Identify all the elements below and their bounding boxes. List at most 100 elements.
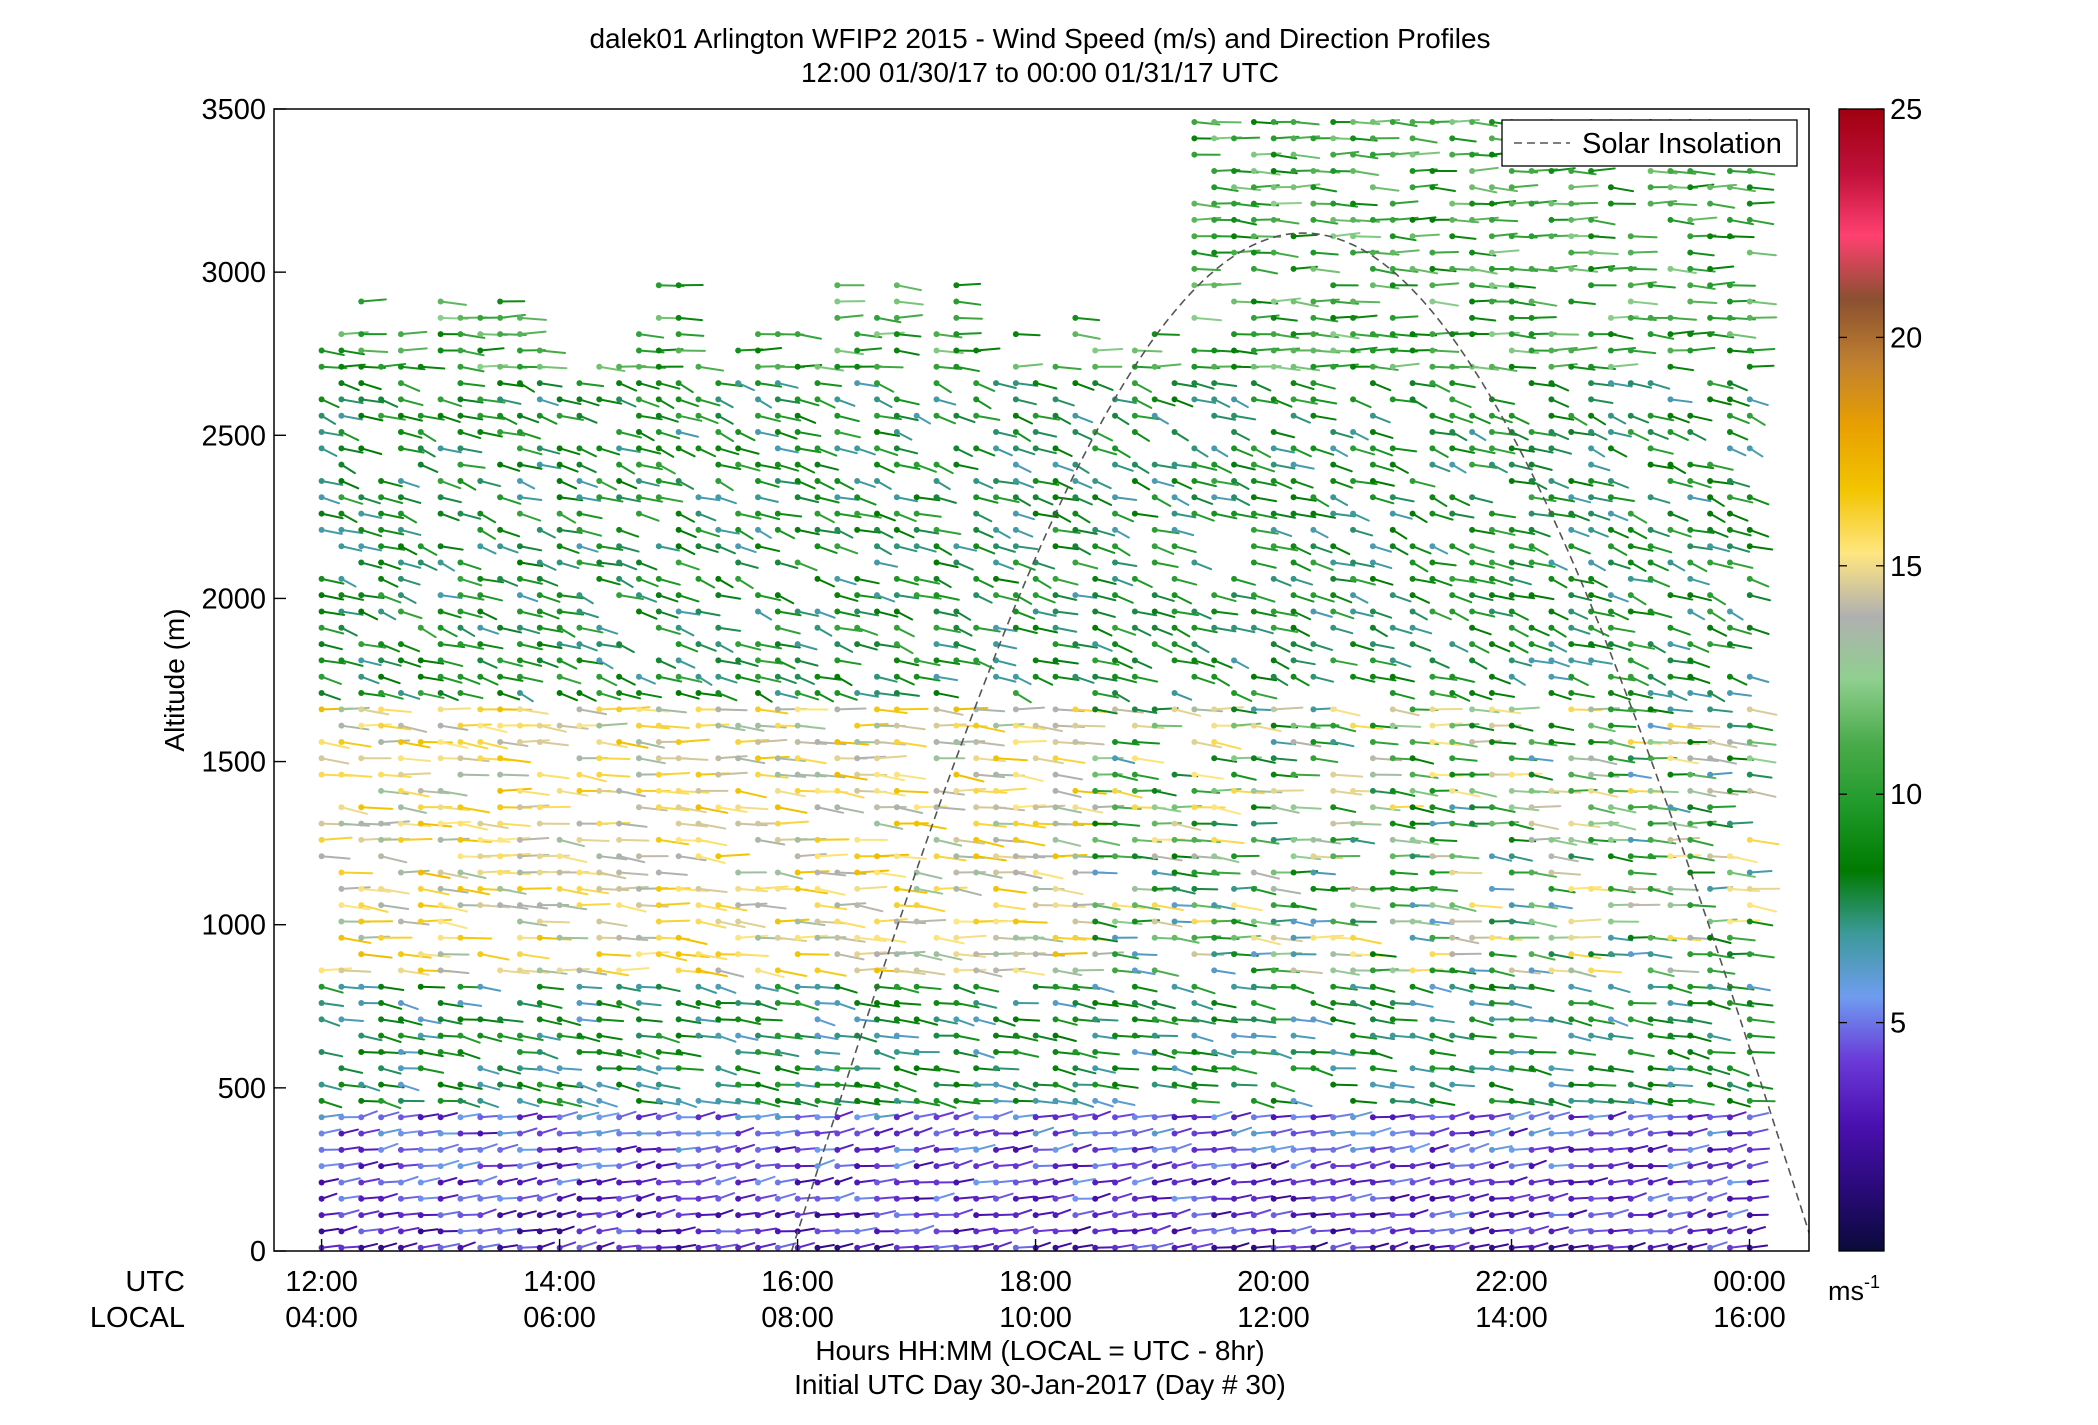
wind-barb-shaft	[340, 724, 370, 731]
wind-barb	[417, 1228, 439, 1235]
wind-barb-dot	[655, 445, 662, 452]
wind-barb-dot	[774, 1048, 781, 1055]
wind-barb-dot	[814, 771, 821, 778]
wind-barb-dot	[516, 494, 523, 501]
wind-barb-dot	[497, 902, 504, 909]
wind-barb-dot	[933, 885, 940, 892]
wind-barb-dot	[1052, 1146, 1059, 1153]
wind-barb-dot	[655, 836, 662, 843]
wind-barb-shaft	[459, 692, 484, 700]
wind-barb-dot	[536, 608, 543, 615]
wind-barb-dot	[516, 1195, 523, 1202]
wind-barb-dot	[655, 1048, 662, 1055]
wind-barb-dot	[874, 510, 881, 517]
wind-barb-dot	[1032, 429, 1039, 436]
wind-barb-shaft	[439, 871, 469, 879]
wind-barb-dot	[933, 1114, 940, 1121]
wind-barb-shaft	[439, 789, 468, 797]
wind-barb-dot	[556, 885, 563, 892]
wind-barb-dot	[397, 1065, 404, 1072]
wind-barb	[318, 1227, 340, 1235]
wind-barb-dot	[794, 787, 801, 794]
wind-barb-dot	[834, 869, 841, 876]
wind-barb-dot	[536, 347, 543, 354]
wind-barb-dot	[417, 1065, 424, 1072]
wind-barb-dot	[497, 526, 504, 533]
wind-barb-dot	[576, 722, 583, 729]
wind-barb-dot	[774, 1244, 781, 1251]
wind-barb-dot	[933, 1130, 940, 1137]
wind-barb-dot	[774, 510, 781, 517]
wind-barb-dot	[933, 592, 940, 599]
wind-barb	[318, 1048, 344, 1058]
wind-barb-dot	[715, 951, 722, 958]
wind-barb-dot	[953, 1016, 960, 1023]
wind-barb-dot	[1052, 820, 1059, 827]
wind-barb-dot	[378, 1163, 385, 1170]
wind-barb-dot	[616, 363, 623, 370]
wind-barb-shaft	[340, 1162, 362, 1168]
wind-barb-dot	[754, 510, 761, 517]
wind-barb-shaft	[360, 953, 393, 959]
wind-barb-dot	[437, 1114, 444, 1121]
wind-barb-dot	[437, 673, 444, 680]
wind-barb-dot	[1032, 804, 1039, 811]
wind-barb-dot	[437, 690, 444, 697]
wind-barb-dot	[715, 1179, 722, 1186]
wind-barb-dot	[715, 429, 722, 436]
wind-barb	[477, 657, 498, 669]
wind-barb-dot	[695, 853, 702, 860]
wind-barb-dot	[1012, 494, 1019, 501]
wind-barb-dot	[814, 983, 821, 990]
wind-barb-dot	[953, 1081, 960, 1088]
wind-barb-dot	[1032, 624, 1039, 631]
wind-barb	[318, 396, 340, 409]
wind-barb	[318, 575, 345, 585]
wind-barb-dot	[913, 575, 920, 582]
wind-barb-dot	[695, 1032, 702, 1039]
wind-barb-dot	[794, 918, 801, 925]
wind-barb-shaft	[360, 1128, 381, 1135]
wind-barb-dot	[715, 804, 722, 811]
wind-barb-dot	[695, 771, 702, 778]
wind-barb-dot	[854, 967, 861, 974]
wind-barb-dot	[695, 983, 702, 990]
wind-barb-dot	[497, 543, 504, 550]
wind-barb-dot	[854, 445, 861, 452]
wind-barb-shaft	[1014, 740, 1047, 743]
wind-barb-dot	[358, 331, 365, 338]
wind-barb-dot	[397, 510, 404, 517]
wind-barb-shaft	[439, 414, 461, 423]
wind-barb-dot	[477, 836, 484, 843]
wind-barb-dot	[616, 1048, 623, 1055]
wind-barb-dot	[576, 657, 583, 664]
wind-barb-dot	[477, 853, 484, 860]
wind-barb-shaft	[340, 806, 369, 815]
wind-barb-dot	[616, 1163, 623, 1170]
wind-barb-shaft	[459, 414, 484, 421]
wind-barb-dot	[774, 869, 781, 876]
wind-barb-dot	[497, 673, 504, 680]
wind-barb-dot	[854, 836, 861, 843]
wind-barb-dot	[754, 363, 761, 370]
wind-barb-dot	[437, 787, 444, 794]
wind-barb-dot	[556, 836, 563, 843]
wind-barb-dot	[794, 1032, 801, 1039]
wind-barb	[457, 804, 491, 814]
wind-barb-dot	[913, 951, 920, 958]
wind-barb-dot	[576, 1179, 583, 1186]
wind-barb-dot	[953, 738, 960, 745]
wind-barb-dot	[675, 885, 682, 892]
wind-barb-dot	[457, 608, 464, 615]
wind-barb-dot	[358, 722, 365, 729]
wind-barb-shaft	[459, 1194, 481, 1200]
wind-barb-dot	[358, 1195, 365, 1202]
wind-barb-dot	[437, 592, 444, 599]
wind-barb-dot	[993, 1130, 1000, 1137]
wind-barb-shaft	[340, 414, 363, 421]
wind-barb-shaft	[459, 740, 489, 750]
wind-barb-dot	[338, 1065, 345, 1072]
wind-barb-dot	[616, 1114, 623, 1121]
wind-barb-dot	[616, 641, 623, 648]
wind-barb-dot	[397, 951, 404, 958]
